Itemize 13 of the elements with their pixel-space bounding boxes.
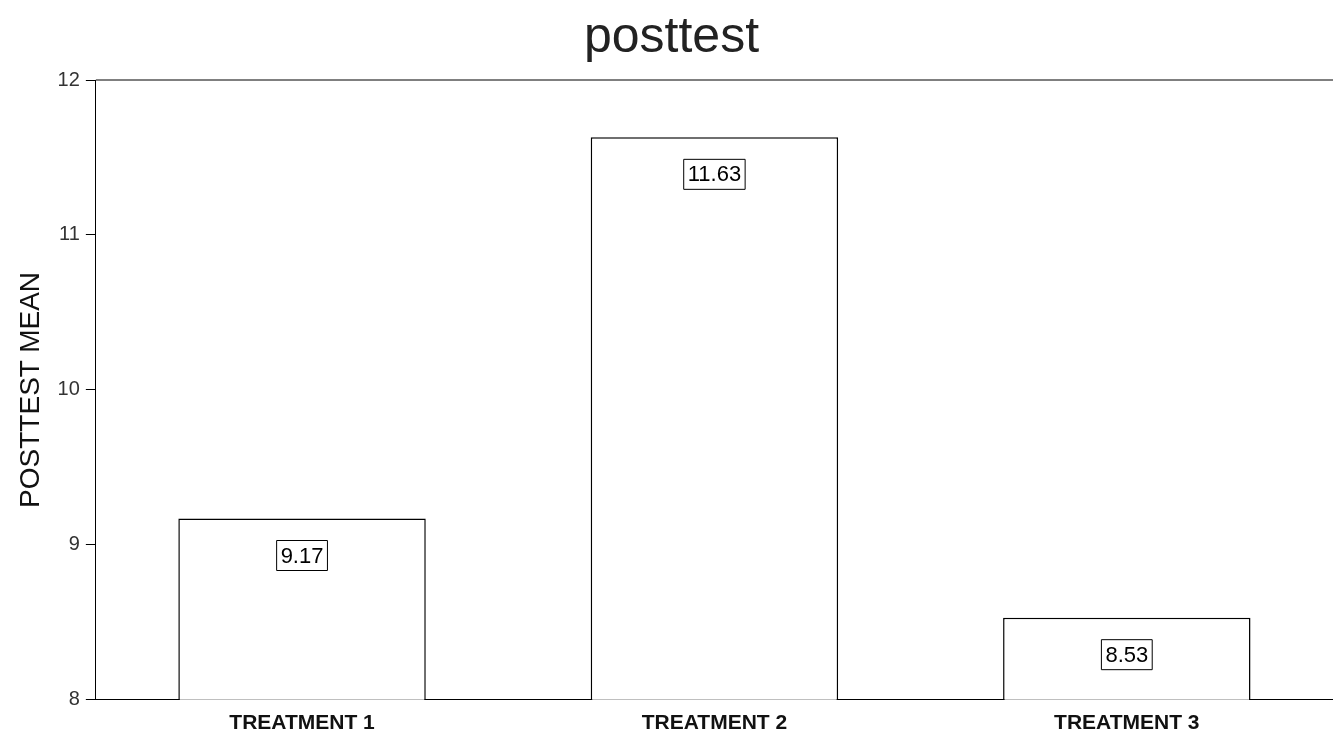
data-label: 8.53 xyxy=(1105,641,1149,667)
y-tick-label: 11 xyxy=(59,222,80,245)
y-tick-label: 9 xyxy=(68,532,80,555)
x-tick-label: TREATMENT 1 xyxy=(229,710,376,734)
y-tick-label: 12 xyxy=(57,67,80,90)
y-tick-label: 10 xyxy=(57,377,80,400)
y-axis-title: POSTTEST MEAN xyxy=(13,271,45,508)
x-tick-label: TREATMENT 3 xyxy=(1054,710,1200,734)
y-tick-label: 8 xyxy=(68,687,80,710)
data-label: 11.63 xyxy=(687,161,742,187)
x-tick-label: TREATMENT 2 xyxy=(641,710,788,734)
data-label: 9.17 xyxy=(280,542,324,568)
chart-title: posttest xyxy=(583,6,760,63)
